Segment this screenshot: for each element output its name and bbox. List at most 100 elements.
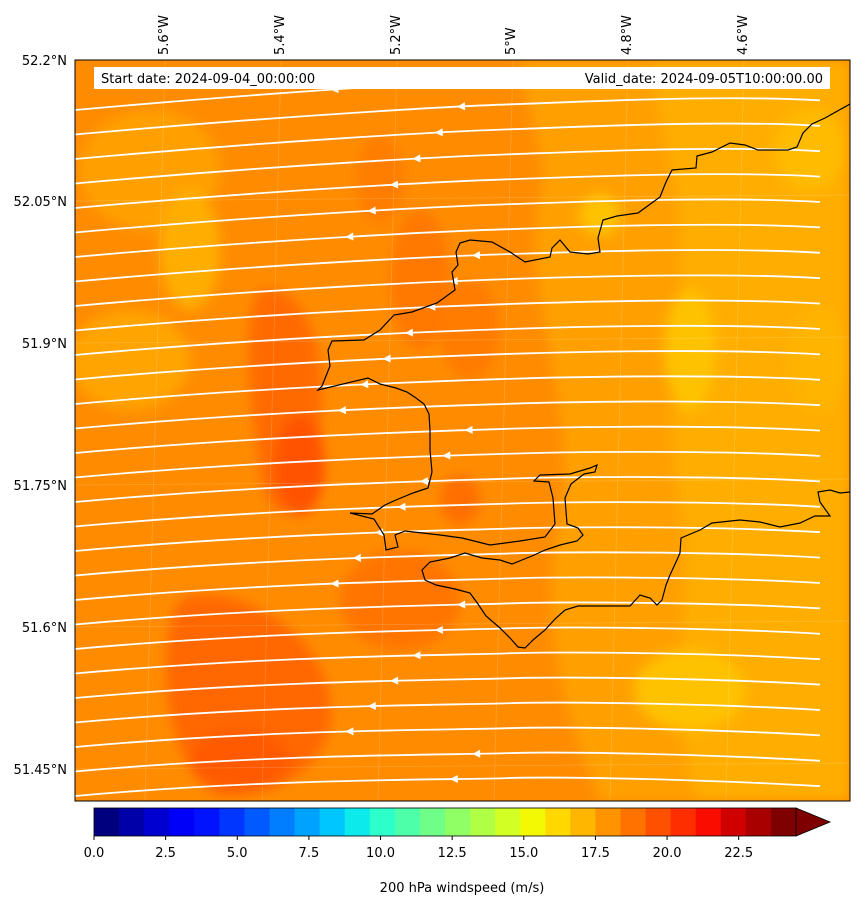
lat-label: 51.9°N xyxy=(22,337,67,352)
streamline-arrow xyxy=(464,425,473,434)
colorbar xyxy=(93,807,832,837)
streamline-arrow xyxy=(390,676,399,685)
streamline xyxy=(75,626,821,650)
streamline-arrow xyxy=(412,154,421,163)
streamline-arrow xyxy=(412,651,421,660)
streamline-arrow xyxy=(345,727,354,736)
colorbar-tick-label: 17.5 xyxy=(581,846,610,861)
colorbar-tick-label: 10.0 xyxy=(366,846,395,861)
streamline-arrow xyxy=(457,102,466,111)
streamline xyxy=(75,198,821,234)
colorbar-tick-label: 20.0 xyxy=(653,846,682,861)
colorbar-tick-label: 7.5 xyxy=(299,846,320,861)
streamline xyxy=(75,350,821,381)
streamline-arrow xyxy=(404,328,414,337)
streamline xyxy=(75,651,821,675)
streamline xyxy=(75,324,821,356)
streamline xyxy=(75,726,821,748)
colorbar-tick-label: 12.5 xyxy=(438,846,467,861)
longitude-labels: 5.6°W 5.4°W 5.2°W 5°W 4.8°W 4.6°W xyxy=(157,15,751,55)
lat-label: 52.05°N xyxy=(14,195,67,210)
streamline-arrow xyxy=(330,579,339,588)
colorbar-title: 200 hPa windspeed (m/s) xyxy=(380,881,545,896)
lat-label: 51.45°N xyxy=(14,763,67,778)
windspeed-field xyxy=(75,60,850,801)
map-frame xyxy=(74,59,851,802)
colorbar-segment xyxy=(94,808,120,836)
streamline xyxy=(75,776,821,797)
lat-label: 51.75°N xyxy=(14,479,67,494)
streamline xyxy=(75,97,821,136)
colorbar-segment xyxy=(294,808,321,836)
colorbar-extend-arrow xyxy=(795,807,832,837)
colorbar-segment xyxy=(369,808,396,836)
colorbar-segment xyxy=(495,808,521,836)
colorbar-tick-label: 2.5 xyxy=(155,846,176,861)
streamline xyxy=(75,551,821,577)
streamline-arrow xyxy=(434,128,443,137)
streamlines xyxy=(75,72,821,797)
streamline xyxy=(75,425,821,454)
colorbar-segment xyxy=(620,808,647,836)
colorbar-segment xyxy=(720,808,747,836)
streamline xyxy=(75,676,821,699)
streamline xyxy=(75,476,821,503)
colorbar-tick-label: 0.0 xyxy=(84,846,105,861)
streamline xyxy=(75,400,821,430)
lon-label: 4.8°W xyxy=(620,15,635,55)
streamline-arrow xyxy=(397,502,406,511)
lon-label: 4.6°W xyxy=(736,15,751,55)
coastline xyxy=(316,103,850,649)
streamline-arrow xyxy=(345,232,354,241)
lon-label: 5.6°W xyxy=(157,15,172,55)
streamline xyxy=(75,450,821,479)
streamline xyxy=(75,601,821,626)
colorbar-segment xyxy=(470,808,496,836)
colorbar-segment xyxy=(194,808,220,836)
graticule xyxy=(75,60,850,801)
streamline xyxy=(75,751,821,773)
streamline-arrow xyxy=(389,180,399,189)
streamline xyxy=(75,501,821,528)
colorbar-segment xyxy=(169,808,195,836)
streamline-arrow xyxy=(367,206,376,215)
colorbar-frame xyxy=(93,807,797,837)
colorbar-segment xyxy=(319,808,346,836)
colorbar-segment xyxy=(244,808,270,836)
colorbar-segment xyxy=(394,808,421,836)
streamline xyxy=(75,147,821,185)
streamline-arrow xyxy=(449,775,458,784)
lon-label: 5.4°W xyxy=(273,15,288,55)
info-banner xyxy=(94,67,830,89)
colorbar-segment xyxy=(119,808,145,836)
streamline-arrow xyxy=(352,553,361,562)
colorbar-ticks: 0.0 2.5 5.0 7.5 10.0 12.5 15.0 17.5 20.0 22.5 xyxy=(84,836,753,861)
streamline xyxy=(75,701,821,724)
colorbar-tick-label: 5.0 xyxy=(227,846,248,861)
colorbar-segment xyxy=(545,808,571,836)
colorbar-segment xyxy=(269,808,296,836)
colorbar-segment xyxy=(445,808,471,836)
colorbar-segment xyxy=(570,808,596,836)
colorbar-tick-label: 15.0 xyxy=(509,846,538,861)
streamline-arrow xyxy=(360,380,369,389)
streamline-arrow xyxy=(337,406,347,415)
colorbar-segment xyxy=(595,808,621,836)
colorbar-segment xyxy=(520,808,546,836)
streamline-arrow xyxy=(434,625,443,634)
latitude-labels: 52.2°N 52.05°N 51.9°N 51.75°N 51.6°N 51.… xyxy=(14,54,67,778)
streamline xyxy=(75,526,821,552)
colorbar-segment xyxy=(770,808,797,836)
streamline-arrow xyxy=(471,251,481,260)
colorbar-segment xyxy=(144,808,170,836)
lon-label: 5°W xyxy=(504,27,519,55)
streamline xyxy=(75,173,821,209)
streamline-arrow xyxy=(419,477,428,486)
colorbar-segment xyxy=(745,808,772,836)
streamline-arrow xyxy=(382,354,391,363)
colorbar-segment xyxy=(344,808,371,836)
start-date-label: Start date: 2024-09-04_00:00:00 xyxy=(101,72,315,87)
streamline xyxy=(75,576,821,601)
valid-date-label: Valid_date: 2024-09-05T10:00:00.00 xyxy=(585,72,823,87)
